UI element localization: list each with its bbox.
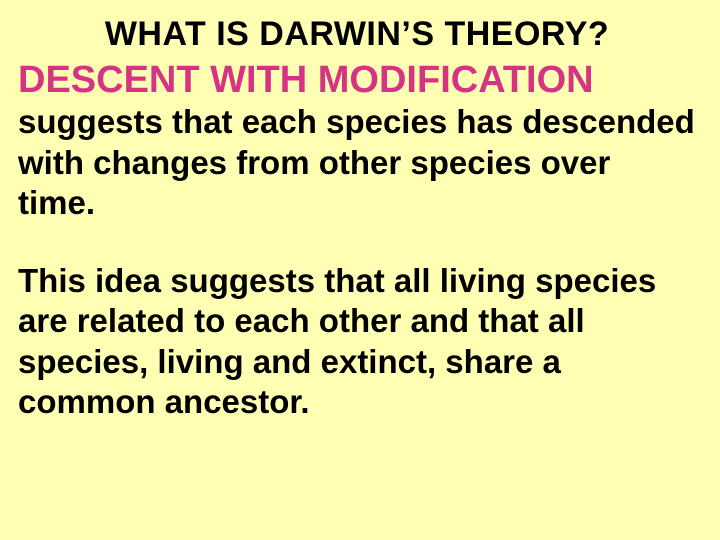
spacer [18, 223, 696, 261]
slide-subtitle: DESCENT WITH MODIFICATION [18, 59, 696, 103]
slide: WHAT IS DARWIN’S THEORY? DESCENT WITH MO… [0, 0, 720, 540]
paragraph-1: suggests that each species has descended… [18, 102, 696, 223]
paragraph-2: This idea suggests that all living speci… [18, 261, 696, 422]
slide-title: WHAT IS DARWIN’S THEORY? [18, 14, 696, 55]
